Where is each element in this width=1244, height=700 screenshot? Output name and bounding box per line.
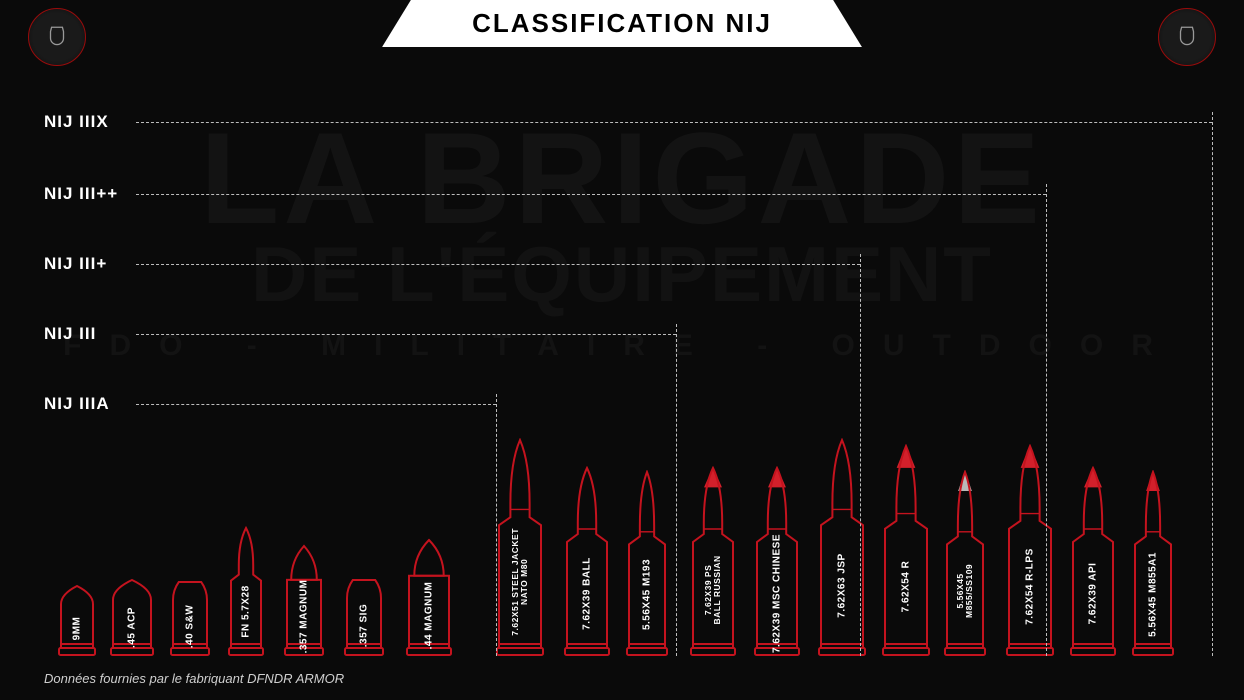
ammo-label: 7.62X39 BALL xyxy=(582,557,593,630)
nij-level-line xyxy=(136,264,860,265)
ammo-bullet: 7.62X39 MSC CHINESE xyxy=(754,466,800,656)
nij-level-line xyxy=(136,404,496,405)
ammo-bullet: 7.62X39 API xyxy=(1070,466,1116,656)
ammo-bullet: 7.62X51 STEEL JACKETNATO M80 xyxy=(496,438,544,656)
data-source-footer: Données fournies par le fabriquant DFNDR… xyxy=(44,671,344,686)
ammo-bullet: 5.56X45 M193 xyxy=(626,470,668,656)
nij-level-label: NIJ IIIX xyxy=(44,112,136,132)
ammo-bullet: .40 S&W xyxy=(170,576,210,656)
logo-badge-left xyxy=(28,8,86,66)
vest-icon xyxy=(1174,24,1200,50)
bullet-icon xyxy=(1070,466,1116,656)
ammo-bullet: .44 MAGNUM xyxy=(406,538,452,656)
nij-level-row: NIJ III++ xyxy=(44,184,1046,204)
page-title: CLASSIFICATION NIJ xyxy=(382,0,862,47)
nij-level-label: NIJ IIIA xyxy=(44,394,136,414)
ammo-bullet: 9MM xyxy=(58,584,96,656)
ammo-label: .357 SIG xyxy=(359,604,370,647)
nij-level-row: NIJ IIIX xyxy=(44,112,1212,132)
vest-icon xyxy=(44,24,70,50)
ammo-label: .40 S&W xyxy=(185,605,196,649)
ammo-label: 7.62X63 JSP xyxy=(837,553,848,617)
ammo-label: 7.62X54 R-LPS xyxy=(1025,549,1036,626)
nij-level-label: NIJ III+ xyxy=(44,254,136,274)
ammo-label: 7.62X39 PSBALL RUSSIAN xyxy=(704,556,722,625)
nij-level-dropline xyxy=(860,254,861,656)
ammo-label: 7.62X39 MSC CHINESE xyxy=(772,534,783,653)
ammo-label: 5.56X45M855/SS109 xyxy=(956,564,974,618)
bullet-icon xyxy=(818,438,866,656)
nij-level-line xyxy=(136,122,1212,123)
ammo-bullet: .357 SIG xyxy=(344,574,384,656)
ammo-bullet: 7.62X63 JSP xyxy=(818,438,866,656)
nij-level-row: NIJ IIIA xyxy=(44,394,496,414)
nij-level-label: NIJ III xyxy=(44,324,136,344)
nij-level-dropline xyxy=(676,324,677,656)
nij-level-dropline xyxy=(496,394,497,656)
ammo-bullet: .357 MAGNUM xyxy=(284,544,324,656)
ammo-bullet: 7.62X39 PSBALL RUSSIAN xyxy=(690,466,736,656)
nij-level-dropline xyxy=(1212,112,1213,656)
ammo-label: 7.62X51 STEEL JACKETNATO M80 xyxy=(511,528,529,636)
ammo-bullet: 7.62X39 BALL xyxy=(564,466,610,656)
nij-level-label: NIJ III++ xyxy=(44,184,136,204)
ammo-label: 5.56X45 M855A1 xyxy=(1148,552,1159,637)
ammo-label: .357 MAGNUM xyxy=(299,580,310,654)
ammo-label: FN 5.7X28 xyxy=(241,585,252,637)
bullet-icon xyxy=(882,444,930,656)
nij-level-dropline xyxy=(1046,184,1047,656)
nij-chart: 9MM .45 ACP .40 S&W FN 5.7X28 .357 MAGNU… xyxy=(44,88,1222,656)
ammo-bullet: .45 ACP xyxy=(110,578,154,656)
ammo-bullet: 7.62X54 R xyxy=(882,444,930,656)
ammo-label: .45 ACP xyxy=(127,607,138,648)
ammo-label: 5.56X45 M193 xyxy=(642,559,653,630)
ammo-label: 7.62X54 R xyxy=(901,561,912,613)
ammo-label: .44 MAGNUM xyxy=(424,581,435,649)
ammo-label: 7.62X39 API xyxy=(1088,563,1099,625)
logo-badge-right xyxy=(1158,8,1216,66)
ammo-bullet: 5.56X45M855/SS109 xyxy=(944,470,986,656)
ammo-bullet: 5.56X45 M855A1 xyxy=(1132,470,1174,656)
nij-level-line xyxy=(136,194,1046,195)
nij-level-row: NIJ III xyxy=(44,324,676,344)
nij-level-row: NIJ III+ xyxy=(44,254,860,274)
nij-level-line xyxy=(136,334,676,335)
ammo-bullet: FN 5.7X28 xyxy=(228,526,264,656)
ammo-label: 9MM xyxy=(72,617,83,641)
